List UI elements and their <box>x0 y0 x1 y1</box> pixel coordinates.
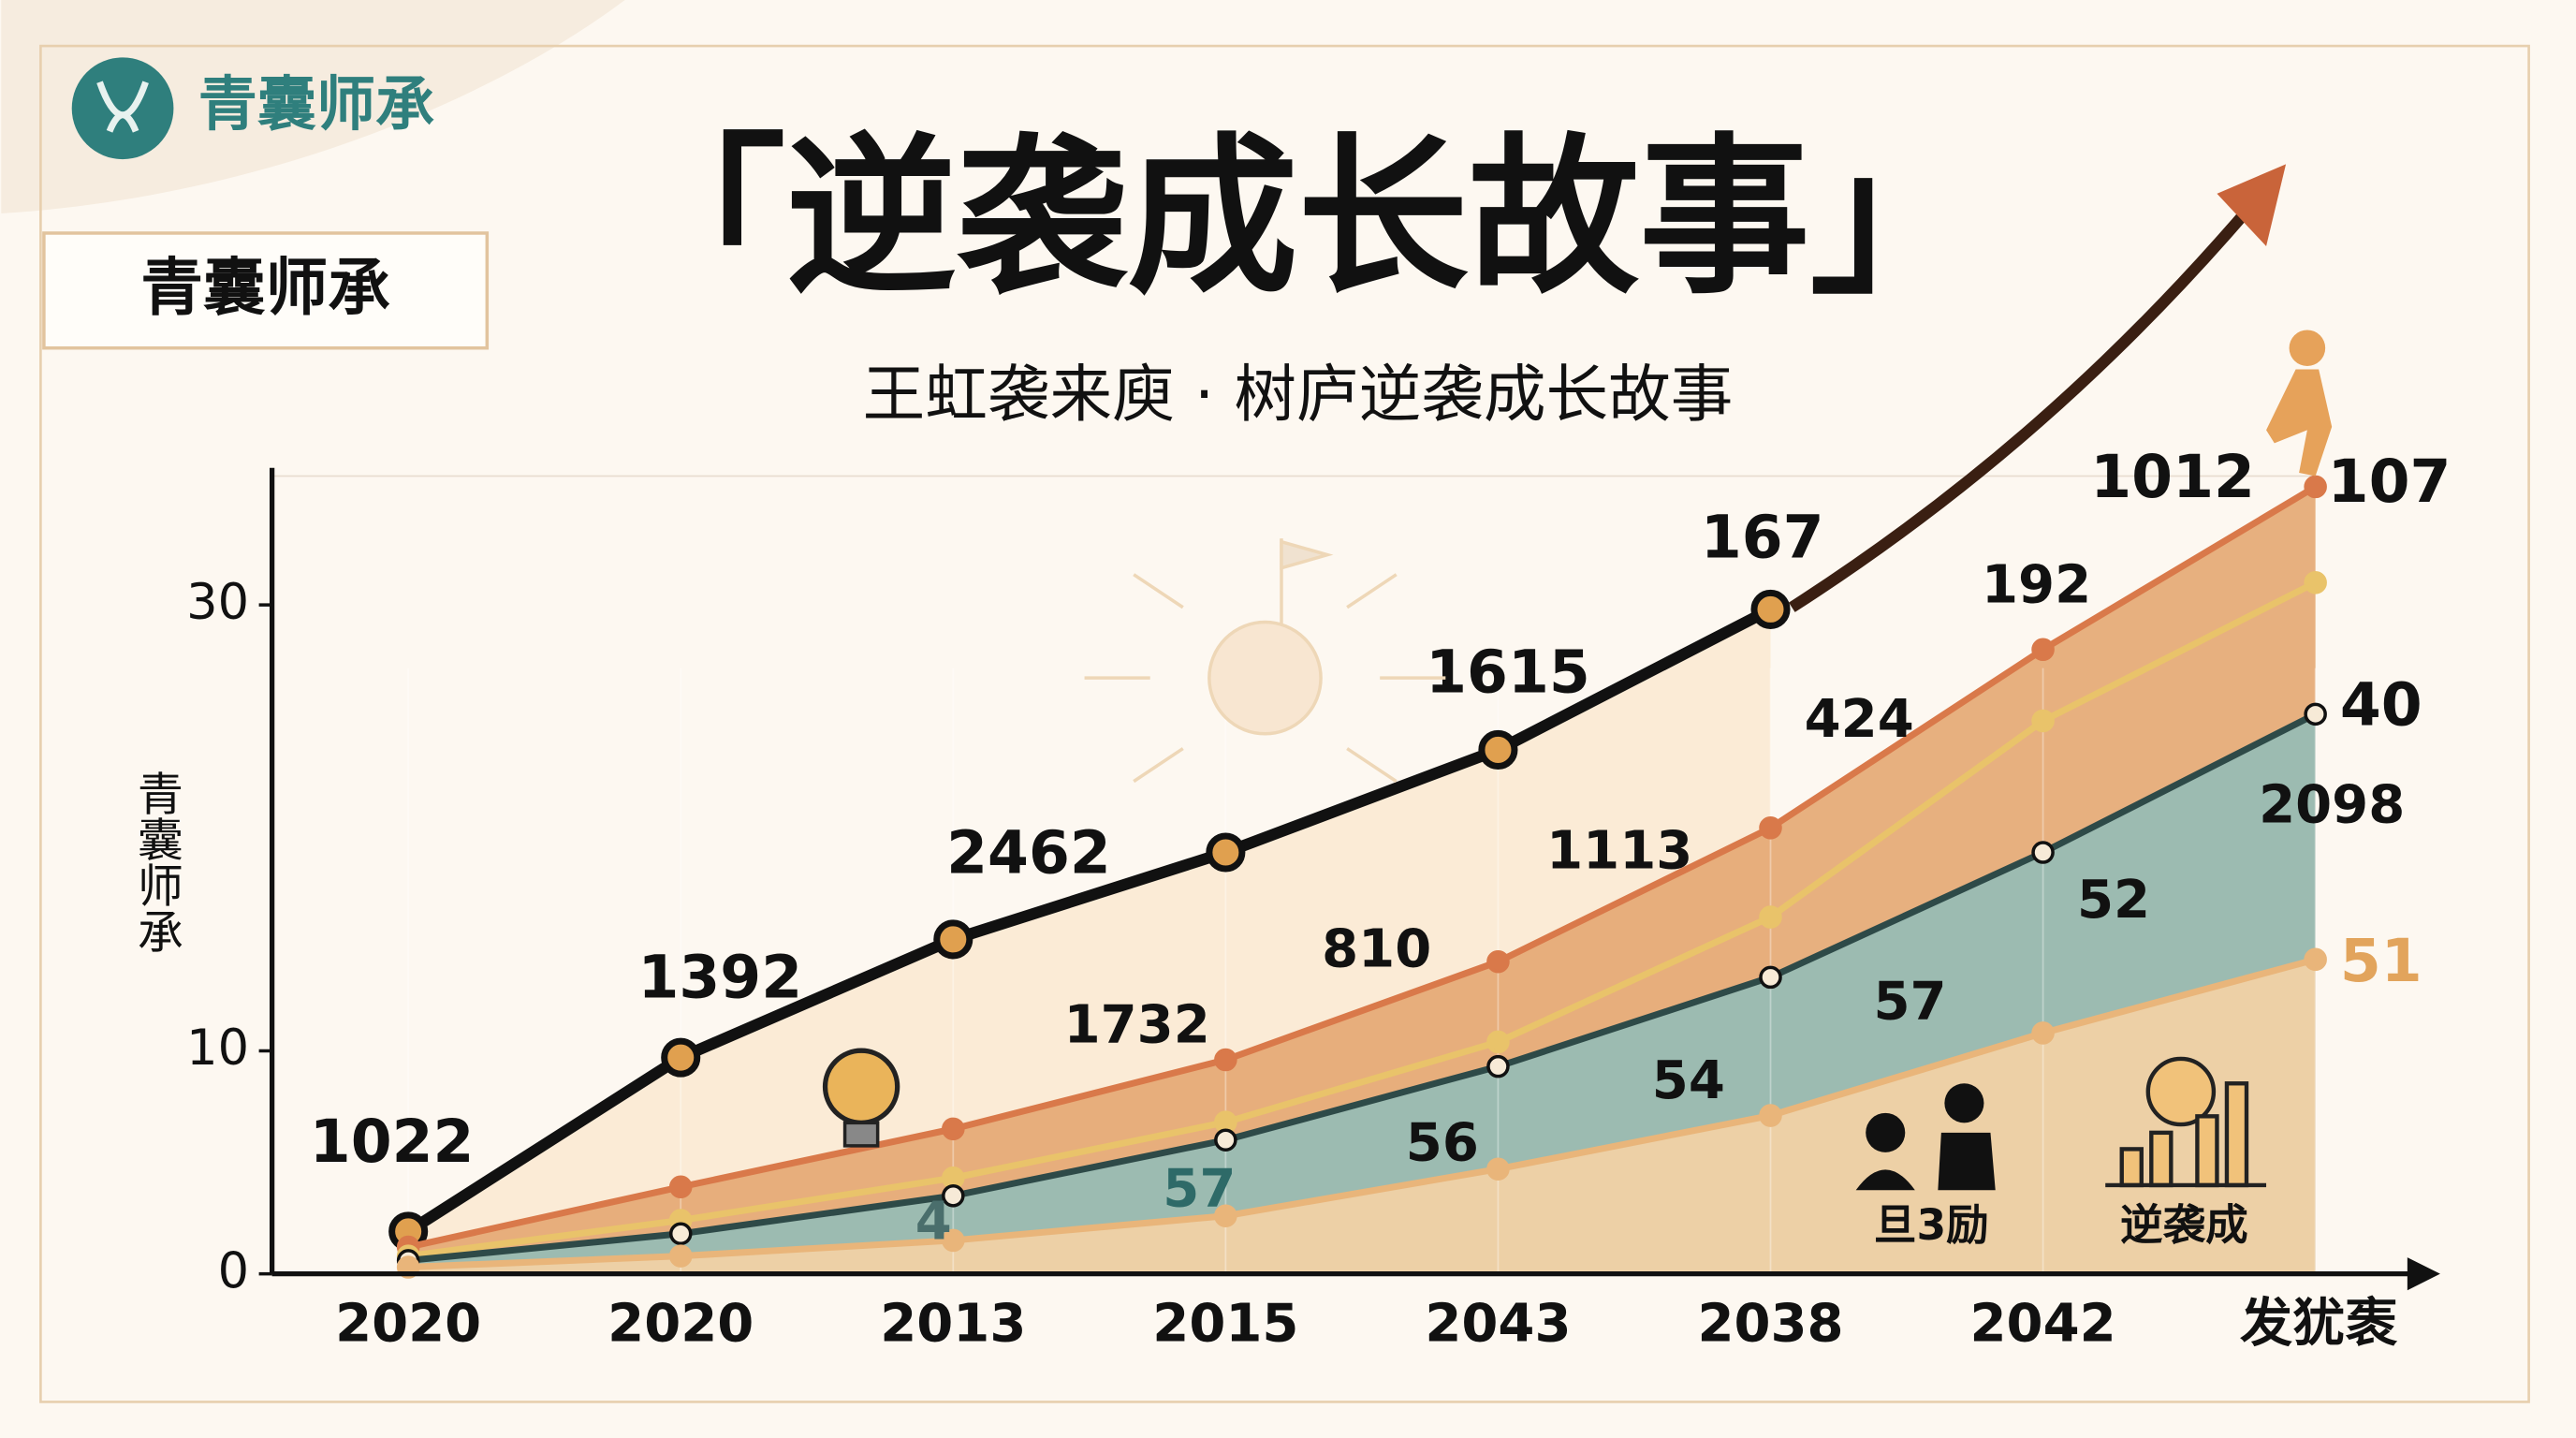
runner-icon <box>2266 330 2333 477</box>
chart-title: 「逆袭成长故事」 <box>615 119 1981 317</box>
x-tick-label: 2020 <box>335 1293 481 1354</box>
point <box>1759 816 1782 840</box>
point-annotation: 424 <box>1805 689 1914 750</box>
x-axis-arrow <box>2407 1257 2440 1291</box>
point-annotation: 54 <box>1652 1050 1725 1111</box>
y-tick-label: 30 <box>186 574 249 631</box>
point-annotation: 810 <box>1322 919 1431 980</box>
point <box>1214 1128 1237 1152</box>
brand: 青囊师承 <box>198 69 434 139</box>
logo-icon <box>71 57 174 160</box>
point <box>668 1244 693 1268</box>
point-annotation: 1615 <box>1426 637 1590 706</box>
badge: 青囊师承 <box>140 251 390 324</box>
point-annotation: 40 <box>2340 670 2422 740</box>
point <box>942 1228 965 1253</box>
point <box>1759 1104 1782 1127</box>
sun-icon <box>1084 538 1446 784</box>
point-annotation: 107 <box>2328 447 2452 516</box>
point-annotation: 4 <box>915 1192 952 1253</box>
point <box>1214 1048 1237 1072</box>
point <box>2031 1021 2055 1045</box>
logo-glyph <box>96 81 149 133</box>
point <box>2304 702 2327 726</box>
point-annotation: 1022 <box>310 1107 475 1176</box>
series-line <box>408 956 2317 1271</box>
point-annotation: 56 <box>1406 1112 1479 1173</box>
point <box>933 919 973 960</box>
point <box>1750 589 1791 629</box>
x-tick-label: 2015 <box>1152 1293 1298 1354</box>
people-icon <box>1855 1083 1996 1191</box>
point-annotation: 192 <box>1982 554 2091 615</box>
point <box>668 1175 693 1199</box>
series-line <box>407 711 2318 1264</box>
point-annotation: 57 <box>1874 972 1947 1033</box>
point <box>2304 571 2327 594</box>
point-annotation: 167 <box>1701 503 1824 572</box>
point <box>1486 949 1510 974</box>
corner-decor <box>1 0 625 213</box>
point-annotation: 1392 <box>637 943 802 1012</box>
point-annotation: 2462 <box>946 817 1111 887</box>
x-tick-label: 2043 <box>1425 1293 1571 1354</box>
x-tick-label: 2038 <box>1697 1293 1843 1354</box>
point <box>942 1117 965 1141</box>
y-tick-label: 0 <box>218 1242 249 1299</box>
point <box>1486 1054 1510 1078</box>
point <box>1214 1204 1237 1228</box>
point-annotation: 2098 <box>2259 774 2405 835</box>
frame <box>39 44 2530 1403</box>
badge-box <box>42 231 490 350</box>
point <box>2304 475 2327 499</box>
point <box>668 1222 693 1246</box>
point <box>661 1037 701 1078</box>
point <box>1486 1030 1510 1054</box>
growth-arrow <box>1788 199 2258 612</box>
point <box>1486 1157 1510 1181</box>
x-tick-label: 发犹袠 <box>2240 1293 2397 1354</box>
x-tick-label: 2020 <box>607 1293 754 1354</box>
series-line <box>407 483 2318 1251</box>
point-annotation: 51 <box>2340 926 2422 995</box>
point-annotation: 1732 <box>1064 994 1210 1055</box>
arrow-head <box>2217 164 2287 247</box>
area <box>408 959 2316 1274</box>
plot: 10 30 0 2020 2020 2013 2015 2043 2038 2042 发犹袠 1022… <box>186 442 2451 1355</box>
subtitle: 王虹袭来庾 · 树庐逆袭成长故事 <box>863 358 1734 431</box>
point-annotation: 1113 <box>1546 820 1692 881</box>
point <box>2031 841 2055 864</box>
y-axis-label: 青囊师承 <box>130 770 184 953</box>
point-annotation: 52 <box>2077 870 2150 931</box>
bars-icon <box>2105 1056 2267 1188</box>
point <box>1759 965 1782 990</box>
x-tick-label: 2042 <box>1970 1293 2116 1354</box>
icon-caption: 旦3励 <box>1874 1200 1989 1250</box>
series-line <box>404 604 1774 1237</box>
point <box>2031 638 2055 662</box>
bulb-icon <box>822 1048 900 1148</box>
icon-caption: 逆袭成 <box>2120 1200 2248 1250</box>
point-annotation: 1012 <box>2090 442 2255 511</box>
point <box>942 1184 965 1208</box>
point <box>1759 905 1782 929</box>
point-annotation: 57 <box>1163 1159 1236 1220</box>
x-tick-label: 2013 <box>880 1293 1026 1354</box>
y-tick-label: 10 <box>186 1020 249 1077</box>
point <box>1478 729 1518 770</box>
point <box>1206 832 1246 873</box>
series-line <box>407 580 2318 1260</box>
point <box>2304 947 2327 972</box>
point <box>2031 709 2055 733</box>
